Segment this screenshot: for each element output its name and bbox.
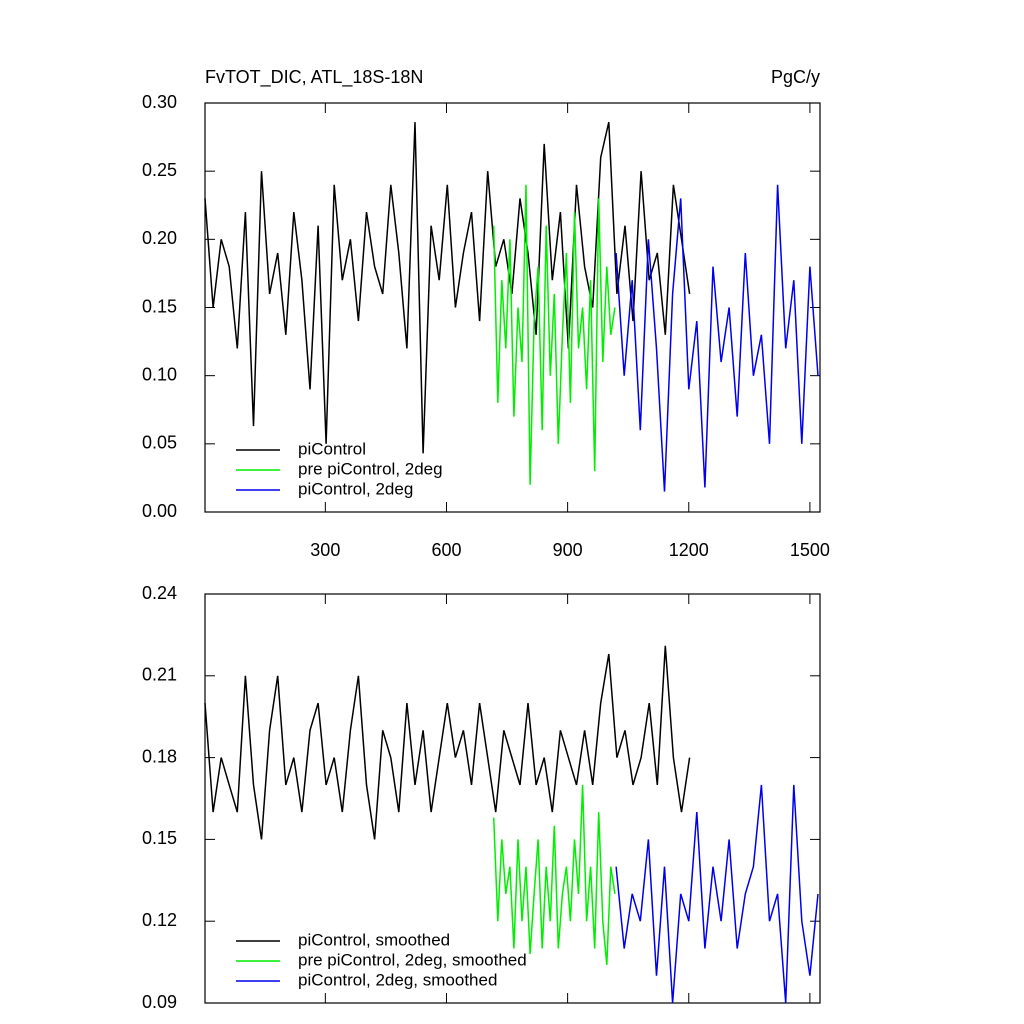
series-line [615,184,819,492]
y-tick-label: 0.05 [142,433,177,453]
y-tick-label: 0.12 [142,910,177,930]
legend-label: piControl, smoothed [298,930,450,949]
series-line [615,784,819,1004]
y-tick-label: 0.15 [142,296,177,316]
x-tick-label: 1200 [669,540,709,560]
legend-label: pre piControl, 2deg [298,459,443,478]
x-tick-label: 900 [553,540,583,560]
y-tick-label: 0.25 [142,160,177,180]
series-line [492,184,616,485]
y-tick-label: 0.24 [142,583,177,603]
legend-label: piControl, 2deg [298,479,413,498]
plot-frame [204,593,821,1004]
series-line [204,645,691,840]
x-tick-label: 300 [310,540,340,560]
y-tick-label: 0.10 [142,364,177,384]
y-tick-label: 0.20 [142,228,177,248]
y-tick-label: 0.18 [142,746,177,766]
y-tick-label: 0.00 [142,501,177,521]
chart-title: FvTOT_DIC, ATL_18S-18N [205,67,423,88]
series-line [492,784,616,965]
y-tick-label: 0.30 [142,92,177,112]
units-label: PgC/y [771,67,820,87]
legend-label: pre piControl, 2deg, smoothed [298,950,527,969]
legend-label: piControl [298,439,366,458]
series-line [204,121,691,454]
y-tick-label: 0.09 [142,992,177,1012]
y-tick-label: 0.21 [142,665,177,685]
x-tick-label: 1500 [790,540,830,560]
x-tick-label: 600 [431,540,461,560]
y-tick-label: 0.15 [142,828,177,848]
legend-label: piControl, 2deg, smoothed [298,970,497,989]
